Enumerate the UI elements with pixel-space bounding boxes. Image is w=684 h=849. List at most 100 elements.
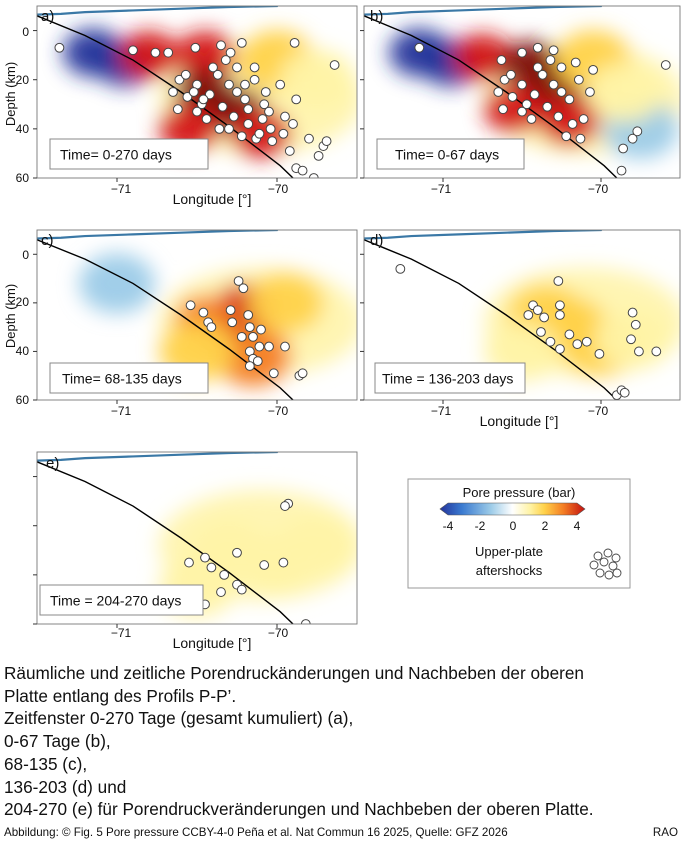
plot-frame: [363, 229, 681, 401]
aftershock-marker: [632, 126, 643, 137]
aftershock-marker: [198, 94, 209, 105]
aftershock-marker: [265, 123, 276, 134]
caption-line: 0-67 Tage (b),: [4, 731, 111, 752]
aftershock-marker: [240, 94, 250, 105]
aftershock-marker: [180, 69, 191, 80]
topography-line: [37, 230, 279, 240]
aftershock-marker: [224, 123, 234, 134]
aftershock-marker: [585, 87, 595, 97]
aftershock-marker: [216, 40, 226, 51]
pressure-blob: [247, 272, 323, 333]
aftershock-marker: [254, 341, 265, 352]
aftershock-marker: [556, 87, 567, 97]
aftershock-marker: [54, 42, 65, 53]
caption-line: 68-135 (c),: [4, 753, 88, 774]
time-label: Time = 136-203 days: [382, 371, 513, 387]
aftershock-marker: [236, 37, 247, 48]
slab-interface-line: [364, 15, 618, 178]
aftershock-marker: [521, 99, 532, 110]
aftershock-marker: [578, 114, 589, 124]
slab-interface-line: [37, 15, 294, 178]
aftershock-marker: [634, 346, 644, 357]
aftershock-marker: [553, 276, 564, 286]
aftershock-marker: [414, 42, 425, 53]
figure-caption: Räumliche und zeitliche Porendruckänderu…: [4, 662, 680, 821]
aftershock-marker: [249, 74, 260, 85]
slab-interface-line: [364, 239, 618, 400]
aftershock-marker: [268, 368, 279, 379]
y-tick-label: 40: [16, 344, 30, 358]
aftershock-marker: [212, 69, 223, 80]
pressure-blob: [79, 253, 155, 314]
aftershock-marker: [539, 312, 550, 323]
y-tick-label: 40: [16, 122, 30, 136]
aftershock-marker: [236, 331, 247, 342]
time-label: Time = 204-270 days: [50, 593, 181, 609]
aftershock-marker: [594, 348, 605, 359]
legend-title: Pore pressure (bar): [463, 485, 576, 500]
aftershock-marker: [228, 111, 239, 122]
pressure-blob: [279, 49, 355, 110]
aftershock-marker: [168, 87, 178, 97]
aftershock-marker: [308, 173, 319, 178]
aftershock-marker: [537, 69, 548, 80]
aftershock-marker: [289, 37, 300, 48]
aftershock-marker: [627, 307, 638, 318]
y-tick-label: 60: [16, 171, 30, 185]
aftershock-marker: [297, 368, 308, 379]
panel-letter-c: c): [41, 232, 54, 249]
x-tick-label: −71: [111, 404, 132, 418]
time-label-box: Time = 204-270 days: [39, 584, 204, 616]
caption-line: 136-203 (d) und: [4, 776, 127, 797]
aftershock-marker: [257, 114, 268, 124]
aftershock-marker: [227, 317, 238, 328]
legend: Pore pressure (bar) -4 -2 0 2 4 Upper-pl…: [407, 478, 631, 589]
plot-frame: [363, 5, 681, 179]
legend-marker-label: Upper-plate: [475, 544, 543, 559]
aftershock-marker: [288, 119, 298, 129]
caption-line: Platte entlang des Profils P-P’.: [4, 685, 237, 706]
aftershock-marker: [532, 62, 543, 73]
caption-line: Räumliche und zeitliche Porendruckänderu…: [4, 663, 584, 683]
aftershock-marker: [278, 557, 289, 568]
aftershock-marker: [581, 336, 592, 347]
aftershock-marker: [184, 557, 194, 568]
pressure-blob: [279, 515, 355, 576]
time-label-box: Time = 136-203 days: [374, 362, 526, 394]
aftershock-marker: [517, 79, 527, 90]
aftershock-marker: [243, 119, 254, 129]
aftershock-marker: [536, 327, 546, 337]
aftershock-marker: [217, 101, 228, 112]
time-label-box: Time= 68-135 days: [49, 362, 209, 394]
aftershock-marker: [128, 45, 138, 56]
aftershock-marker: [570, 57, 581, 68]
x-tick-label: −71: [111, 626, 132, 640]
aftershock-marker: [555, 300, 565, 311]
aftershock-marker: [240, 79, 250, 90]
image-credit: Abbildung: © Fig. 5 Pore pressure CCBY-4…: [4, 826, 508, 839]
aftershock-marker: [651, 346, 662, 357]
aftershock-marker: [564, 329, 575, 340]
aftershock-marker: [198, 307, 209, 318]
aftershock-marker: [493, 87, 504, 97]
time-label: Time= 0-67 days: [395, 147, 499, 163]
aftershock-marker: [236, 131, 247, 142]
aftershock-marker: [555, 344, 565, 354]
y-tick-label: 0: [22, 248, 29, 262]
plot-frame: [36, 451, 358, 625]
aftershock-marker: [297, 165, 308, 176]
aftershock-marker: [280, 341, 290, 352]
aftershock-marker: [507, 92, 518, 102]
aftershock-marker: [280, 111, 290, 122]
aftershock-marker: [660, 60, 671, 70]
air-mask: [37, 230, 277, 239]
y-tick-label: 60: [16, 393, 30, 407]
x-tick-label: −71: [111, 182, 132, 196]
colorbar-tick: -2: [475, 519, 486, 533]
topography-line: [37, 452, 279, 462]
aftershock-marker: [224, 79, 234, 90]
aftershock-marker: [532, 42, 543, 53]
aftershock-marker: [561, 131, 572, 142]
aftershock-marker: [506, 69, 516, 80]
aftershock-marker: [163, 47, 174, 58]
